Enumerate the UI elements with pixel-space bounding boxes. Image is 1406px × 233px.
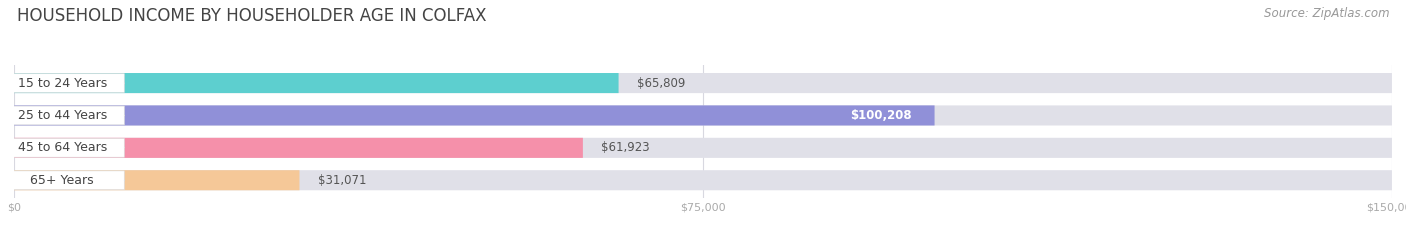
Text: $65,809: $65,809 (637, 77, 685, 89)
FancyBboxPatch shape (14, 73, 619, 93)
FancyBboxPatch shape (14, 170, 1392, 190)
Text: $61,923: $61,923 (602, 141, 650, 154)
FancyBboxPatch shape (0, 171, 124, 190)
FancyBboxPatch shape (14, 138, 583, 158)
FancyBboxPatch shape (14, 105, 935, 126)
Text: HOUSEHOLD INCOME BY HOUSEHOLDER AGE IN COLFAX: HOUSEHOLD INCOME BY HOUSEHOLDER AGE IN C… (17, 7, 486, 25)
Text: $31,071: $31,071 (318, 174, 367, 187)
Text: 25 to 44 Years: 25 to 44 Years (18, 109, 107, 122)
Text: $100,208: $100,208 (851, 109, 911, 122)
FancyBboxPatch shape (14, 170, 299, 190)
FancyBboxPatch shape (0, 106, 124, 125)
Text: 65+ Years: 65+ Years (31, 174, 94, 187)
FancyBboxPatch shape (0, 138, 124, 157)
Text: Source: ZipAtlas.com: Source: ZipAtlas.com (1264, 7, 1389, 20)
FancyBboxPatch shape (14, 105, 1392, 126)
FancyBboxPatch shape (14, 73, 1392, 93)
FancyBboxPatch shape (14, 138, 1392, 158)
Text: 45 to 64 Years: 45 to 64 Years (18, 141, 107, 154)
FancyBboxPatch shape (0, 74, 124, 93)
Text: 15 to 24 Years: 15 to 24 Years (18, 77, 107, 89)
